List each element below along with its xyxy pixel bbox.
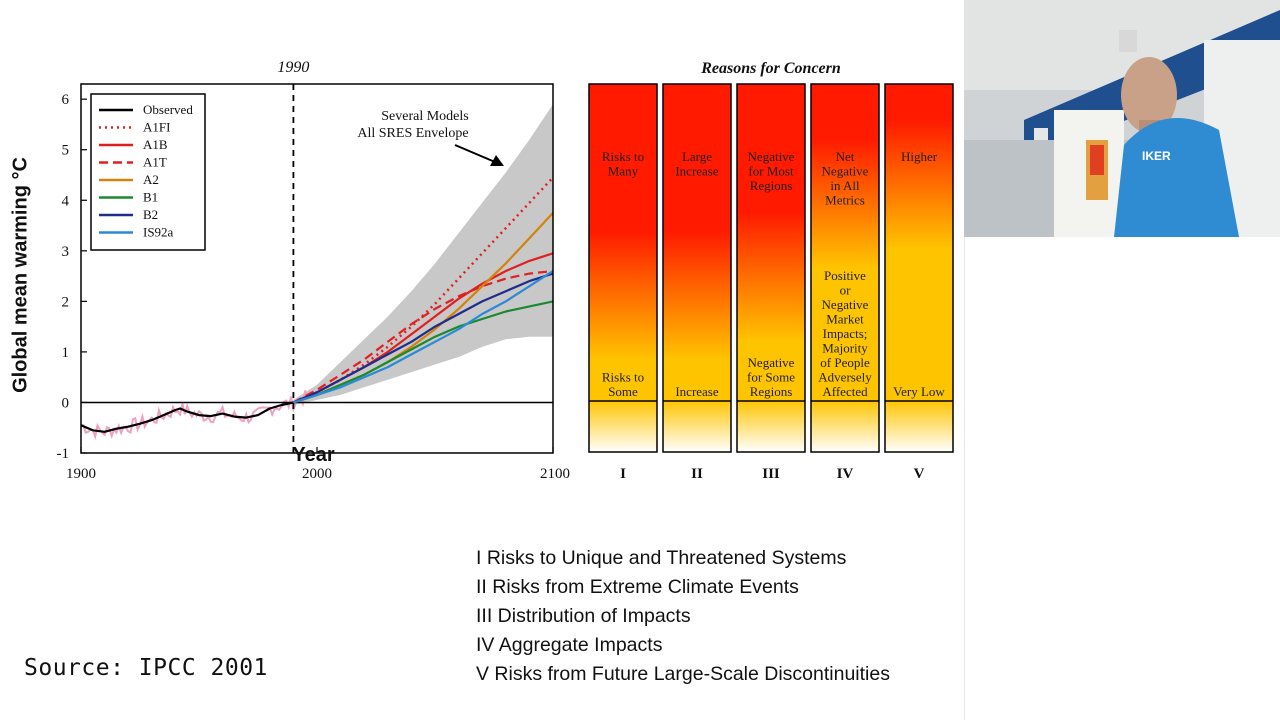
concern-top-label: Net [836,149,855,164]
concern-bottom-label: for Some [747,370,795,385]
year-annotation: Year [292,444,334,466]
concern-bottom-label: or [840,283,852,298]
concern-bottom-label: Affected [822,384,868,399]
y-tick-label: 3 [62,244,70,260]
series-is92a [293,270,554,404]
source-citation: Source: IPCC 2001 [24,655,268,681]
note-4: IV Aggregate Impacts [476,634,663,656]
concern-bottom-label: Negative [822,297,869,312]
legend-label-is92a: IS92a [143,225,174,240]
y-tick-label: 2 [62,294,70,310]
concern-bottom-label: Risks to [602,370,644,385]
y-tick-label: 5 [62,143,70,159]
envelope-annotation-line1: Several Models [381,109,468,124]
legend-label-a2: A2 [143,172,159,187]
concern-top-label: Higher [901,149,938,164]
concern-top-label: Regions [750,178,793,193]
y-axis-label: Global mean warming °C [9,157,32,393]
x-tick-label: 2100 [540,466,570,482]
x-tick-label: 2000 [302,466,332,482]
sres-envelope [293,104,553,405]
y-tick-label: -1 [57,446,70,462]
concern-bottom-label: Some [608,384,638,399]
concern-top-label: Large [682,149,712,164]
y-tick-label: 1 [62,345,70,361]
note-2: II Risks from Extreme Climate Events [476,576,799,598]
warming-chart: 1990 6 5 4 3 2 1 0 -1 1900 2000 2100 Year Several Mod… [57,59,571,482]
note-1: I Risks to Unique and Threatened Systems [476,547,847,569]
series-a1t [292,269,554,404]
concern-top-label: for Most [748,164,794,179]
legend-label-a1fi: A1FI [143,120,170,135]
concern-bottom-label: Negative [748,355,795,370]
envelope-annotation-line2: All SRES Envelope [357,126,468,141]
concern-title: Reasons for Concern [700,60,841,77]
x-tick-label: 1900 [66,466,96,482]
concern-top-label: Risks to [602,149,644,164]
concern-bottom-label: Very Low [893,384,945,399]
series-observed [80,396,306,433]
concern-bottom-label: Adversely [818,370,872,385]
concern-column-iv [810,83,880,453]
svg-text:IKER: IKER [1142,149,1171,163]
concern-top-label: Increase [675,164,719,179]
legend-label-a1t: A1T [143,155,167,170]
concern-column-iii [736,83,806,453]
concern-numeral: II [691,466,703,482]
concern-column-i [588,83,658,453]
legend-label-a1b: A1B [143,137,168,152]
concern-bottom-label: Majority [822,341,868,356]
slide: 1990 6 5 4 3 2 1 0 -1 1900 2000 2100 Year Several Mod… [9,59,954,689]
concern-top-label: in All [830,178,860,193]
vline-1990-label: 1990 [277,59,309,76]
concern-top-label: Many [608,164,639,179]
concern-bottom-label: Market [826,312,864,327]
concern-numeral: IV [837,466,854,482]
legend-label-b2: B2 [143,207,158,222]
chart-figure: 1990 6 5 4 3 2 1 0 -1 1900 2000 2100 Year Several Mod… [57,59,954,482]
webcam-feed: IKER [964,0,1280,237]
envelope-arrow-head [490,155,504,166]
concern-bottom-label: Regions [750,384,793,399]
legend-label-observed: Observed [143,102,193,117]
envelope-arrow-shaft [454,144,496,163]
concern-numeral: III [762,466,780,482]
concern-top-label: Negative [748,149,795,164]
concern-bottom-label: of People [820,355,870,370]
series-b1 [293,300,554,404]
concern-top-label: Metrics [825,193,865,208]
note-3: III Distribution of Impacts [476,605,691,627]
legend-box [90,93,206,251]
concern-bottom-label: Increase [675,384,719,399]
concern-numeral: V [914,466,925,482]
concern-bottom-label: Impacts; [823,326,868,341]
concern-numeral: I [620,466,626,482]
y-tick-label: 6 [62,92,70,108]
concern-top-label: Negative [822,164,869,179]
note-5: V Risks from Future Large-Scale Disconti… [476,663,890,685]
y-tick-label: 0 [62,395,70,411]
legend-notes: I Risks to Unique and Threatened Systems… [476,544,890,689]
concern-column-ii [662,83,732,453]
legend-label-b1: B1 [143,190,158,205]
concern-bottom-label: Positive [824,268,866,283]
series-b2 [292,272,554,404]
y-tick-label: 4 [62,193,70,209]
blank-panel [964,237,1280,720]
concern-column-v [884,83,954,453]
